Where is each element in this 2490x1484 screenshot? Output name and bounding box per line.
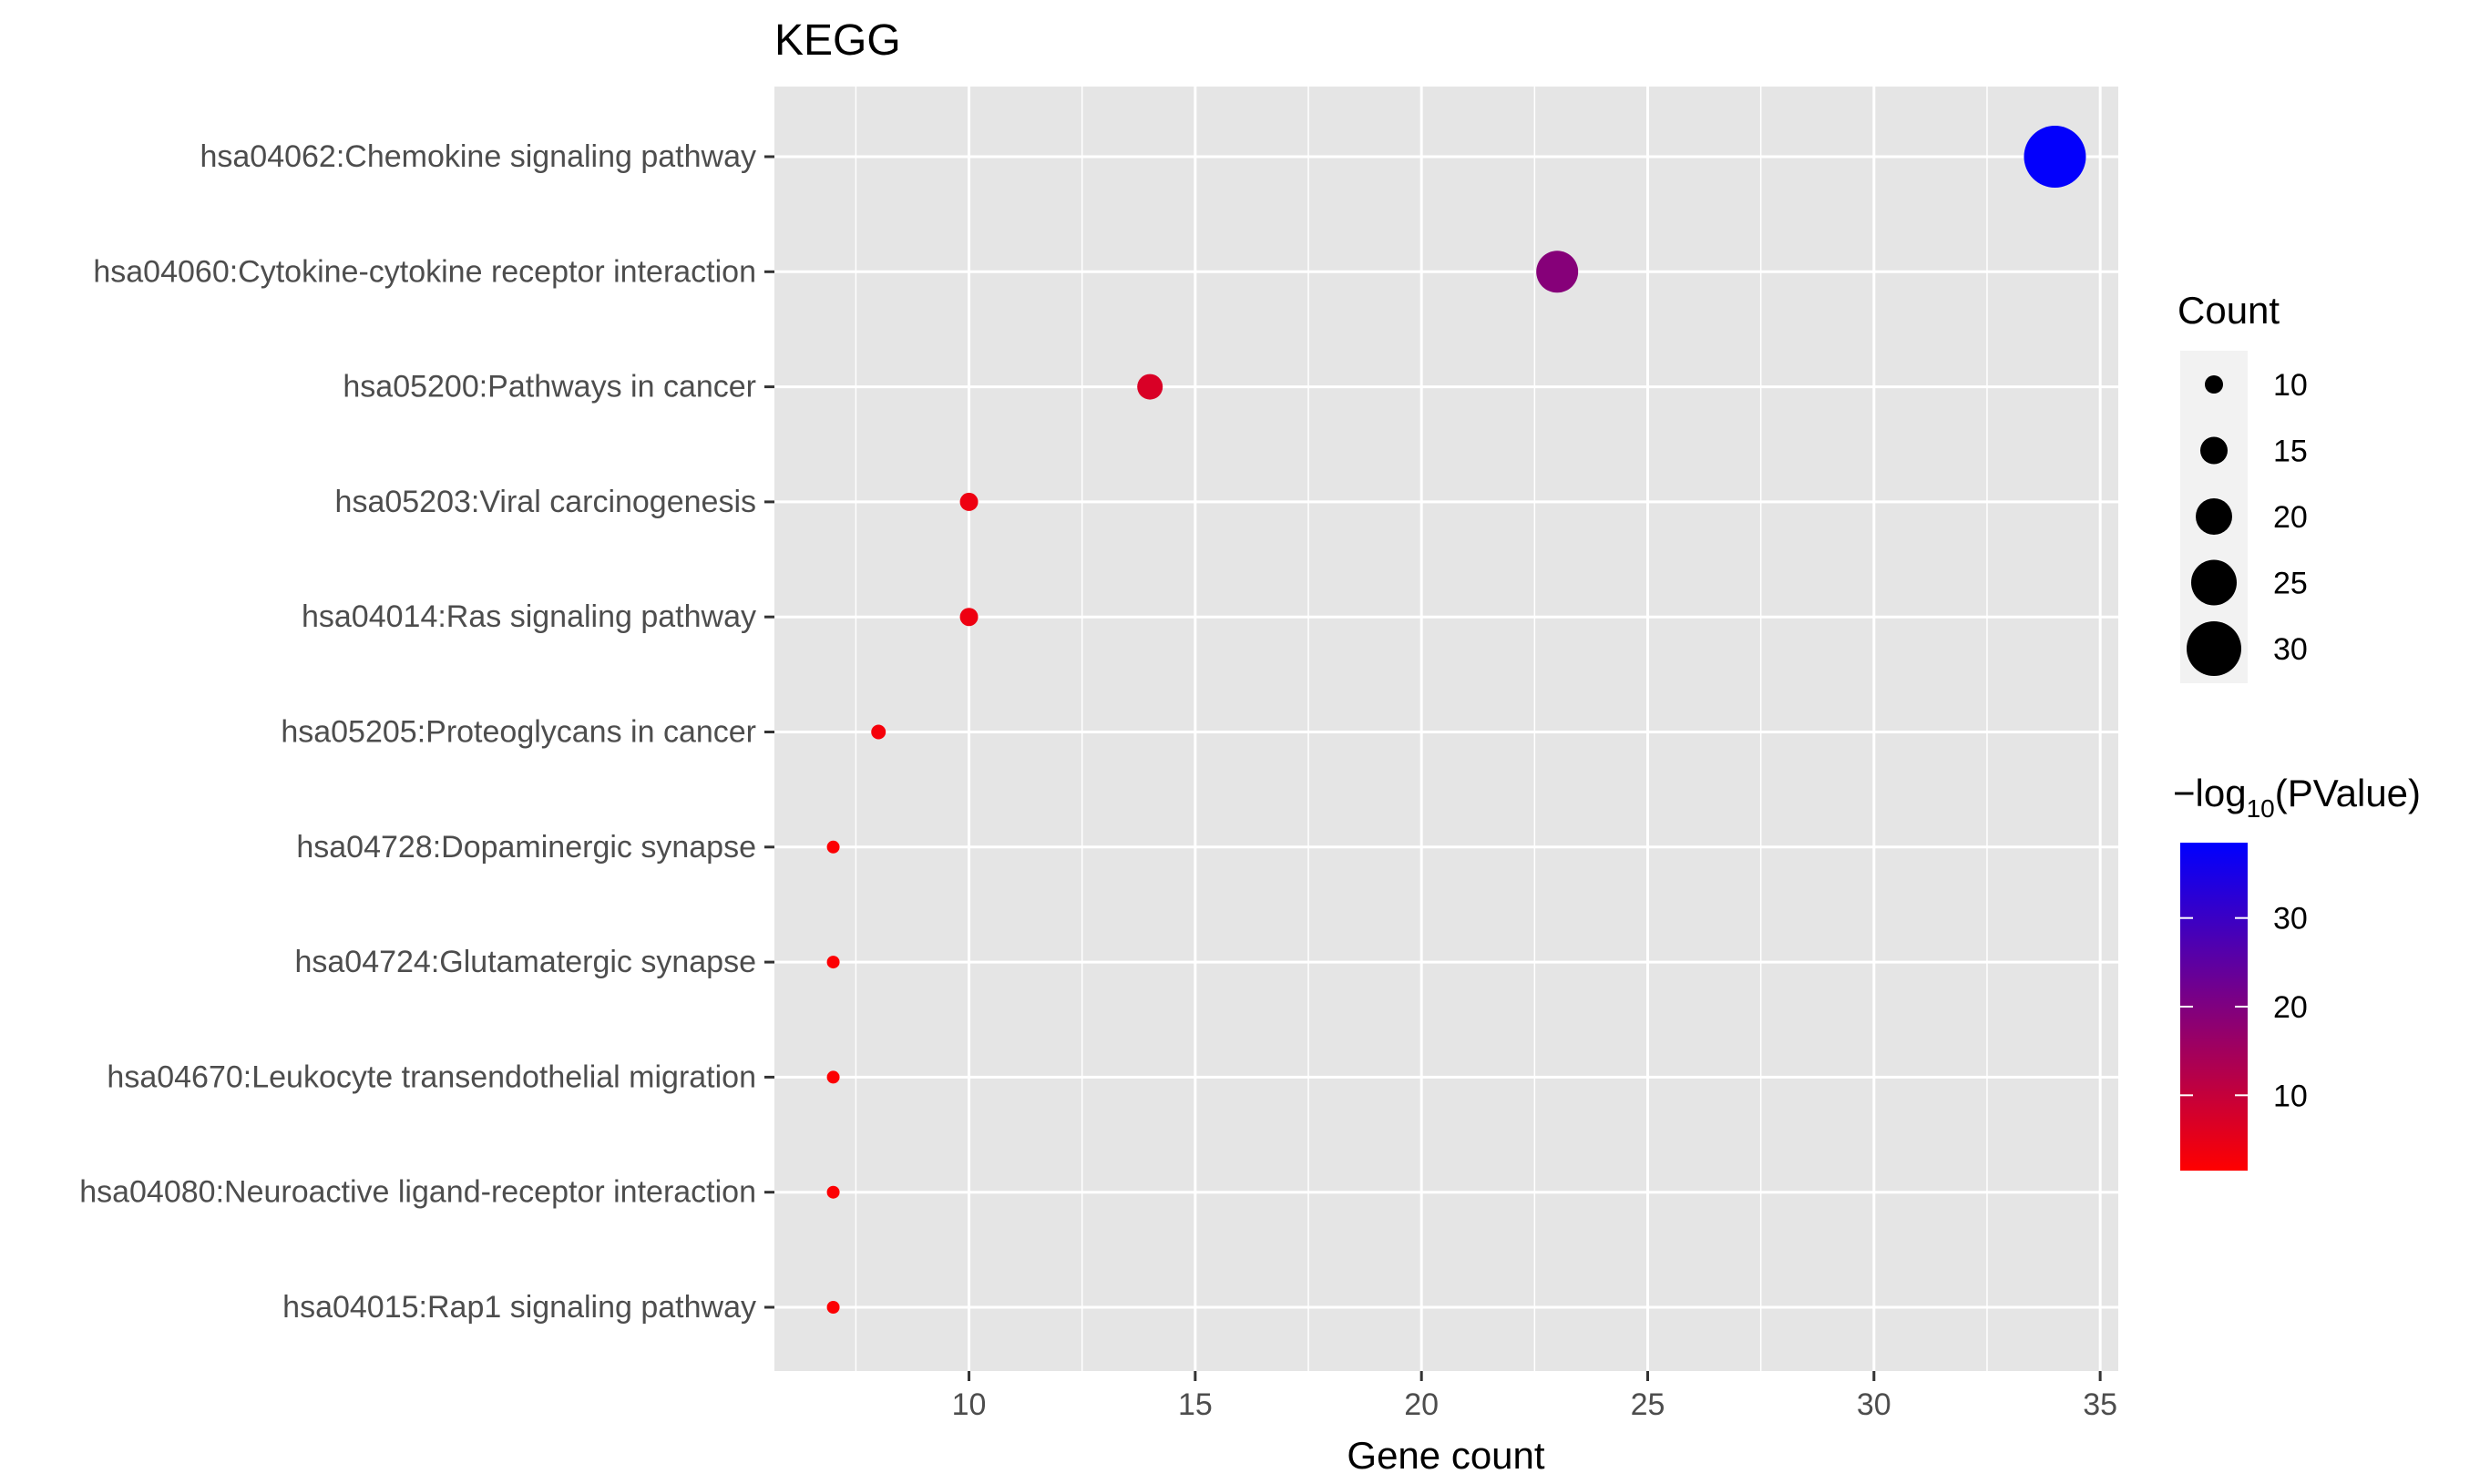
x-tick-label: 15 (1178, 1387, 1213, 1422)
data-point (827, 1070, 840, 1083)
size-legend-label: 10 (2273, 368, 2308, 403)
colorbar-label: 20 (2273, 990, 2308, 1025)
data-point (827, 1186, 840, 1199)
y-tick-label: hsa04060:Cytokine-cytokine receptor inte… (93, 254, 756, 289)
size-legend-label: 25 (2273, 567, 2308, 601)
y-tick-label: hsa04080:Neuroactive ligand-receptor int… (79, 1175, 756, 1210)
data-point (1137, 374, 1163, 400)
x-tick-label: 25 (1631, 1387, 1665, 1422)
size-legend-title: Count (2177, 289, 2280, 332)
x-axis: 10 15 20 25 30 35 (952, 1371, 2117, 1422)
color-legend-title: −log10(PValue) (2173, 772, 2421, 823)
size-legend-key (2196, 498, 2232, 535)
size-legend-label: 20 (2273, 500, 2308, 535)
y-tick-label: hsa04670:Leukocyte transendothelial migr… (107, 1059, 756, 1094)
y-tick-label: hsa04014:Ras signaling pathway (302, 599, 756, 634)
size-legend-label: 30 (2273, 632, 2308, 667)
size-legend-key (2187, 621, 2241, 676)
color-legend-title-subscript: 10 (2247, 794, 2275, 823)
data-point (2024, 126, 2085, 188)
data-point (1536, 251, 1578, 292)
data-point (960, 493, 979, 511)
x-tick-label: 35 (2083, 1387, 2117, 1422)
data-point (827, 841, 840, 854)
size-legend: Count 10 15 20 25 30 (2177, 289, 2308, 683)
x-tick-label: 30 (1857, 1387, 1891, 1422)
y-tick-label: hsa04728:Dopaminergic synapse (296, 830, 756, 865)
y-tick-label: hsa04015:Rap1 signaling pathway (282, 1290, 756, 1325)
size-legend-key (2200, 437, 2228, 465)
colorbar-label: 10 (2273, 1079, 2308, 1113)
data-point (871, 725, 886, 740)
x-tick-label: 20 (1404, 1387, 1439, 1422)
y-tick-label: hsa04062:Chemokine signaling pathway (200, 139, 756, 174)
color-legend-title-suffix: (PValue) (2275, 772, 2421, 814)
chart-title: KEGG (774, 16, 901, 65)
size-legend-key (2205, 375, 2223, 394)
y-tick-label: hsa05203:Viral carcinogenesis (335, 485, 756, 519)
data-point (827, 956, 840, 968)
data-point (827, 1301, 840, 1314)
plot-panel (774, 87, 2118, 1371)
x-tick-label: 10 (952, 1387, 987, 1422)
y-tick-label: hsa05205:Proteoglycans in cancer (281, 715, 756, 750)
size-legend-key (2191, 560, 2237, 606)
colorbar-label: 30 (2273, 902, 2308, 936)
size-legend-label: 15 (2273, 435, 2308, 469)
y-tick-label: hsa04724:Glutamatergic synapse (294, 945, 756, 979)
y-axis: hsa04062:Chemokine signaling pathway hsa0… (79, 139, 774, 1325)
y-tick-label: hsa05200:Pathways in cancer (343, 370, 756, 404)
color-legend-title-prefix: −log (2173, 772, 2247, 814)
x-axis-title: Gene count (1347, 1434, 1544, 1477)
data-point (960, 608, 979, 626)
